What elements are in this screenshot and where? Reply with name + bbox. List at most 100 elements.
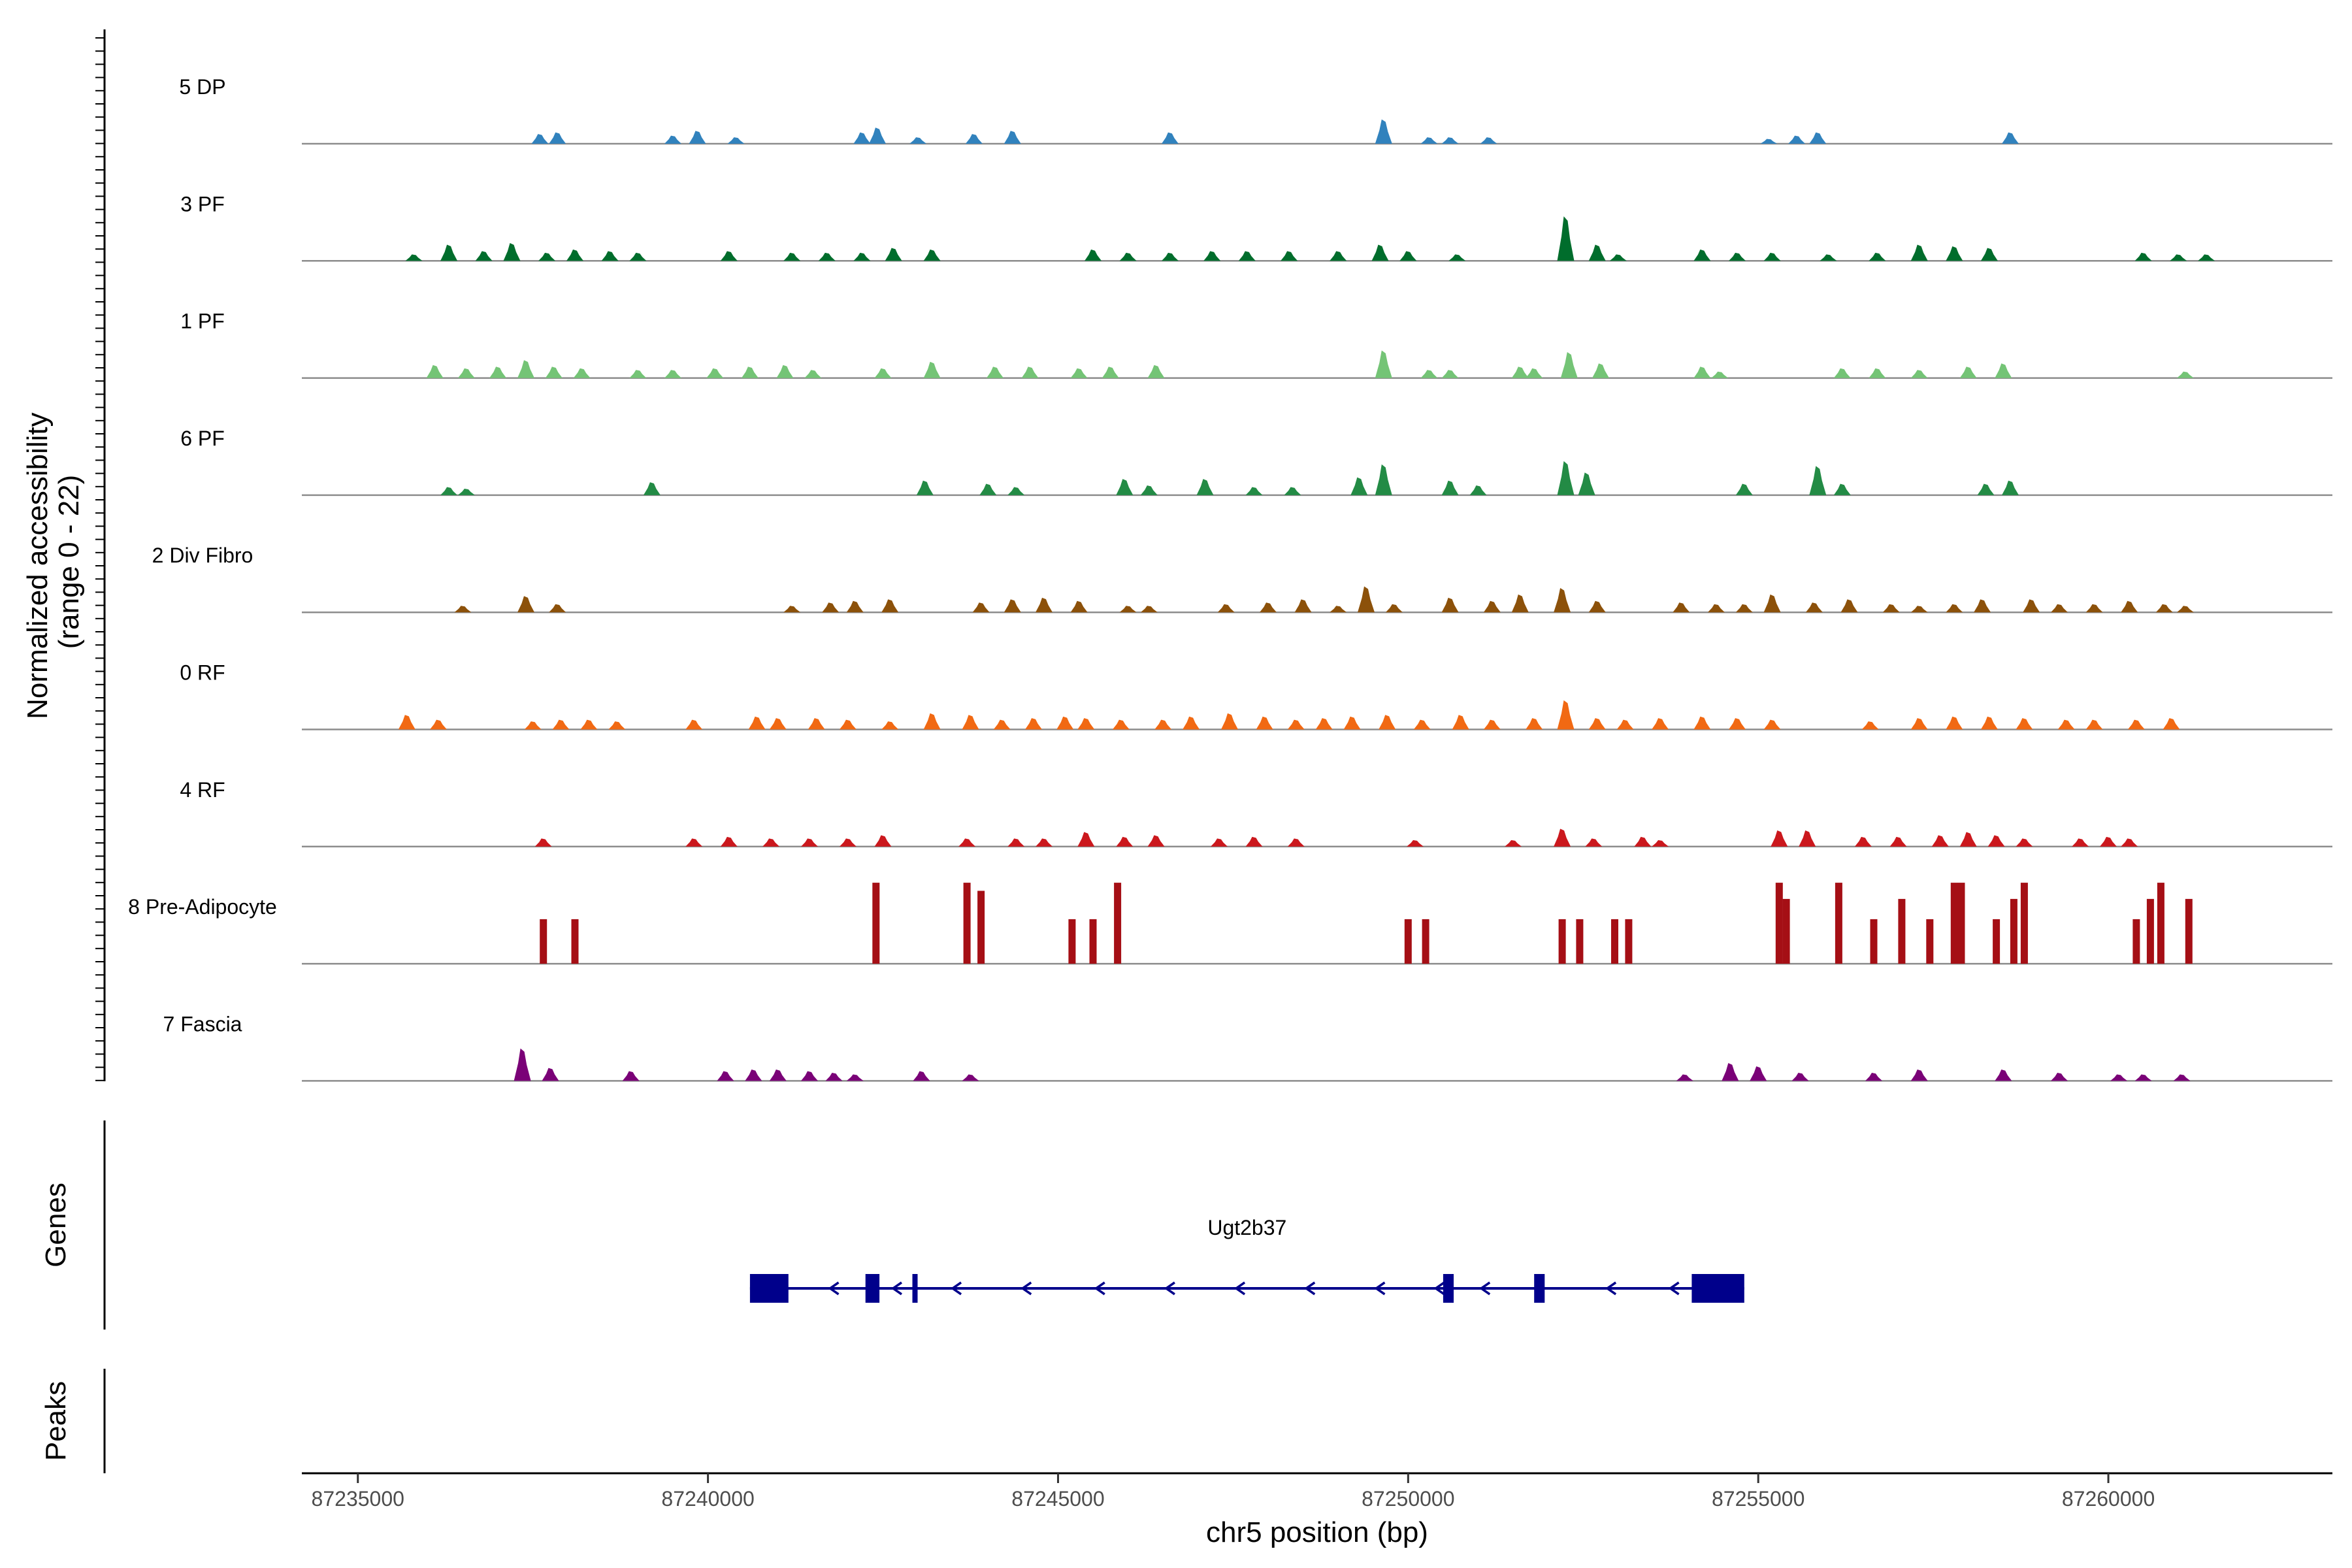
accessibility-peak	[1511, 367, 1529, 378]
accessibility-peak	[1750, 1066, 1767, 1081]
accessibility-peak	[457, 489, 475, 495]
accessibility-peak	[1211, 838, 1228, 847]
accessibility-peak	[475, 251, 493, 261]
accessibility-block	[1898, 898, 1906, 964]
accessibility-block	[1625, 919, 1633, 964]
accessibility-block	[1611, 919, 1618, 964]
accessibility-peak	[1763, 252, 1781, 261]
accessibility-peak	[1343, 716, 1361, 730]
accessibility-peak	[1407, 840, 1424, 847]
x-tick-label: 87245000	[1011, 1487, 1104, 1511]
track-label: 5 DP	[179, 75, 225, 99]
accessibility-peak	[1616, 719, 1634, 730]
accessibility-peak	[1693, 716, 1711, 730]
accessibility-block	[1993, 919, 2001, 964]
accessibility-peak	[689, 131, 706, 144]
accessibility-peak	[962, 715, 979, 730]
accessibility-peak	[2155, 604, 2173, 613]
coverage-tracks: 5 DP 3 PF 1 PF 6 PF 2 Div Fibro 0 RF 4 RF 8 Pre…	[128, 75, 2332, 1082]
y-axis-title-line2: (range 0 - 22)	[53, 475, 85, 649]
accessibility-peak	[727, 137, 745, 144]
accessibility-peak	[542, 1068, 559, 1081]
accessibility-peak	[1287, 838, 1305, 847]
accessibility-peak	[2002, 480, 2019, 495]
accessibility-block	[1782, 898, 1790, 964]
accessibility-peak	[1869, 368, 1886, 378]
accessibility-peak	[1910, 718, 1928, 730]
accessibility-peak	[1693, 249, 1711, 261]
accessibility-peak	[1799, 830, 1816, 847]
accessibility-peak	[1256, 716, 1273, 730]
accessibility-peak	[769, 718, 787, 730]
accessibility-peak	[1980, 248, 1998, 261]
accessibility-peak	[1147, 365, 1165, 378]
track: 6 PF	[180, 427, 2332, 497]
accessibility-peak	[958, 838, 976, 847]
accessibility-peak	[1910, 370, 1928, 378]
accessibility-peak	[1557, 700, 1575, 730]
track: 0 RF	[180, 661, 2332, 730]
track: 3 PF	[180, 192, 2332, 262]
accessibility-peak	[1526, 368, 1543, 378]
track: 8 Pre-Adipocyte	[128, 883, 2332, 965]
accessibility-peak	[2085, 604, 2103, 613]
accessibility-peak	[2100, 836, 2117, 847]
accessibility-peak	[538, 252, 556, 261]
strand-arrow	[1094, 1281, 1105, 1296]
accessibility-peak	[874, 835, 892, 847]
accessibility-peak	[965, 134, 983, 144]
accessibility-peak	[1119, 606, 1137, 613]
accessibility-peak	[1294, 599, 1312, 613]
accessibility-peak	[923, 713, 941, 730]
accessibility-peak	[1025, 718, 1042, 730]
accessibility-peak	[923, 249, 941, 261]
strand-arrow	[1164, 1281, 1175, 1296]
accessibility-peak	[1379, 715, 1396, 730]
accessibility-peak	[503, 243, 521, 261]
accessibility-peak	[1077, 718, 1095, 730]
gene-exon	[912, 1274, 918, 1303]
accessibility-peak	[1557, 461, 1575, 495]
accessibility-peak	[987, 367, 1004, 378]
accessibility-block	[2132, 919, 2140, 964]
accessibility-peak	[1869, 252, 1886, 261]
accessibility-peak	[1809, 466, 1827, 495]
accessibility-block	[2010, 898, 2017, 964]
accessibility-peak	[1722, 1063, 1739, 1081]
accessibility-peak	[1693, 367, 1711, 378]
accessibility-peak	[1840, 599, 1858, 613]
accessibility-peak	[1995, 363, 2012, 378]
gene-exon	[1443, 1274, 1454, 1303]
accessibility-peak	[664, 370, 681, 378]
accessibility-peak	[1140, 606, 1158, 613]
accessibility-peak	[2085, 719, 2103, 730]
accessibility-peak	[916, 480, 934, 495]
gene-model	[749, 1274, 1744, 1303]
accessibility-peak	[1245, 487, 1263, 495]
accessibility-peak	[881, 599, 899, 613]
accessibility-peak	[1441, 597, 1459, 613]
accessibility-block	[977, 890, 985, 964]
accessibility-peak	[1036, 838, 1053, 847]
x-tick-label: 87255000	[1712, 1487, 1805, 1511]
accessibility-peak	[430, 719, 447, 730]
accessibility-peak	[2163, 718, 2180, 730]
accessibility-peak	[1203, 251, 1221, 261]
accessibility-peak	[489, 367, 507, 378]
accessibility-peak	[853, 252, 871, 261]
accessibility-peak	[1480, 137, 1497, 144]
track: 7 Fascia	[163, 1012, 2332, 1082]
accessibility-peak	[1196, 479, 1214, 495]
accessibility-peak	[1833, 483, 1851, 495]
accessibility-peak	[783, 606, 801, 613]
accessibility-peak	[1116, 836, 1134, 847]
accessibility-peak	[2057, 719, 2075, 730]
accessibility-peak	[1652, 718, 1669, 730]
accessibility-peak	[1673, 602, 1690, 613]
accessibility-peak	[643, 482, 661, 495]
accessibility-peak	[1974, 599, 1991, 613]
accessibility-peak	[1526, 718, 1543, 730]
accessibility-block	[1422, 919, 1429, 964]
accessibility-peak	[839, 719, 857, 730]
